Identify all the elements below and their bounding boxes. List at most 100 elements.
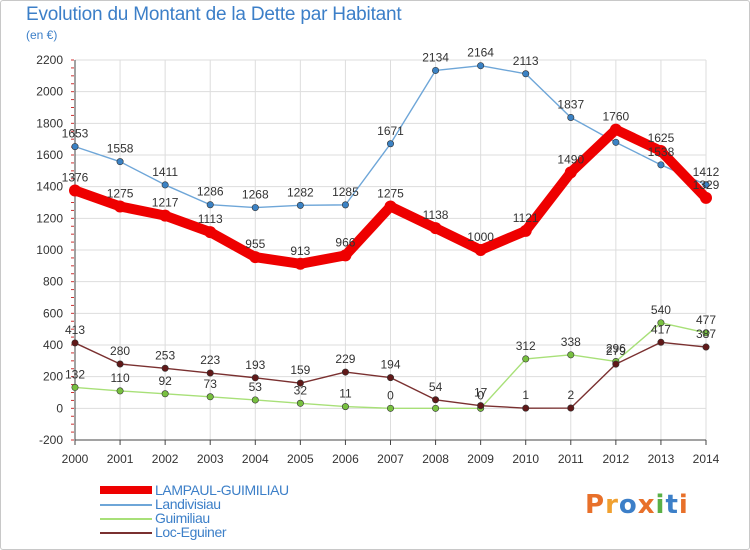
data-label: 477	[696, 313, 716, 327]
data-label: 2134	[422, 50, 449, 64]
data-point	[522, 70, 530, 78]
axes: -200020040060080010001200140016001800200…	[36, 53, 719, 466]
data-label: 312	[516, 339, 536, 353]
data-point	[657, 161, 665, 169]
proxiti-logo: Proxiti	[585, 490, 689, 520]
data-label: 1376	[62, 170, 89, 184]
data-point	[654, 145, 667, 158]
data-point	[567, 404, 575, 412]
data-label: 1282	[287, 185, 314, 199]
data-label: 1760	[603, 110, 630, 124]
data-point	[341, 368, 349, 376]
data-label: 193	[245, 358, 265, 372]
data-label: 1217	[152, 196, 179, 210]
y-tick-label: 2000	[36, 85, 63, 99]
data-label: 387	[696, 327, 716, 341]
data-label: 338	[561, 335, 581, 349]
y-tick-label: 0	[56, 401, 63, 415]
series-lampaul-guimiliau	[69, 123, 712, 270]
data-point	[432, 66, 440, 74]
x-tick-label: 2010	[512, 452, 539, 466]
data-point	[609, 123, 622, 136]
data-label: 92	[158, 374, 172, 388]
data-point	[161, 364, 169, 372]
data-label: 1275	[107, 186, 134, 200]
y-tick-label: 800	[43, 275, 63, 289]
data-point	[69, 184, 81, 197]
data-point	[206, 369, 214, 377]
y-tick-label: 200	[43, 370, 63, 384]
legend-swatch	[100, 486, 152, 494]
data-label: 1837	[557, 97, 584, 111]
data-label: 1329	[693, 178, 720, 192]
x-tick-label: 2011	[558, 452, 584, 466]
legend-swatch	[100, 532, 152, 534]
data-label: 1412	[693, 165, 720, 179]
data-label: 417	[651, 322, 671, 336]
y-tick-label: 400	[43, 338, 63, 352]
x-tick-label: 2008	[422, 452, 449, 466]
data-point	[386, 374, 394, 382]
data-point	[432, 396, 440, 404]
data-label: 0	[387, 388, 394, 402]
x-tick-label: 2001	[107, 452, 134, 466]
series-group	[69, 62, 712, 412]
data-point	[341, 201, 349, 209]
data-label: 132	[65, 367, 85, 381]
data-label: 1275	[377, 186, 404, 200]
series-landivisiau	[71, 62, 710, 212]
data-point	[206, 393, 214, 401]
data-point	[159, 209, 172, 222]
data-label: 1285	[332, 185, 359, 199]
data-label: 1671	[377, 124, 404, 138]
legend-label: LAMPAUL-GUIMILIAU	[155, 482, 289, 498]
data-point	[474, 244, 487, 256]
data-label: 279	[606, 344, 626, 358]
data-point	[296, 379, 304, 387]
data-point	[477, 62, 485, 70]
y-tick-label: 1800	[36, 116, 63, 130]
data-label: 296	[606, 341, 626, 355]
data-label: 1653	[62, 127, 89, 141]
data-label: 1121	[513, 211, 539, 225]
data-point	[702, 343, 710, 351]
data-label: 11	[339, 387, 352, 401]
data-point	[657, 319, 665, 327]
legend-label: Loc-Eguiner	[155, 524, 227, 540]
data-label: 2164	[467, 46, 494, 60]
data-label: 1538	[648, 145, 675, 159]
data-label: 540	[651, 303, 671, 317]
data-point	[612, 138, 620, 146]
data-label: 1625	[648, 131, 675, 145]
data-point	[519, 224, 532, 237]
y-tick-label: 1200	[36, 211, 63, 225]
data-point	[477, 402, 485, 410]
data-point	[116, 158, 124, 166]
data-point	[71, 339, 79, 347]
data-label: 413	[65, 323, 85, 337]
y-tick-label: 2200	[36, 53, 63, 67]
x-tick-label: 2006	[332, 452, 359, 466]
data-label: 1411	[152, 165, 178, 179]
data-point	[564, 166, 577, 179]
data-label: 253	[155, 348, 175, 362]
data-point	[702, 181, 710, 189]
data-point	[161, 181, 169, 189]
data-label: 966	[335, 235, 355, 249]
x-tick-label: 2014	[693, 452, 720, 466]
data-point	[114, 200, 127, 213]
data-point	[206, 201, 214, 209]
data-label: 194	[380, 358, 400, 372]
data-label: 913	[290, 244, 310, 258]
chart-title: Evolution du Montant de la Dette par Hab…	[26, 4, 402, 25]
x-tick-label: 2003	[197, 452, 224, 466]
data-label: 1000	[467, 230, 494, 244]
data-label: 280	[110, 344, 130, 358]
data-label: 17	[474, 386, 488, 400]
x-tick-label: 2000	[62, 452, 89, 466]
data-label: 1286	[197, 185, 224, 199]
x-tick-label: 2009	[467, 452, 494, 466]
data-labels-group: 1653 1558 1411 1286 1268 1282 1285 1671 2134 2164…	[62, 46, 720, 403]
y-tick-label: 1400	[36, 180, 63, 194]
